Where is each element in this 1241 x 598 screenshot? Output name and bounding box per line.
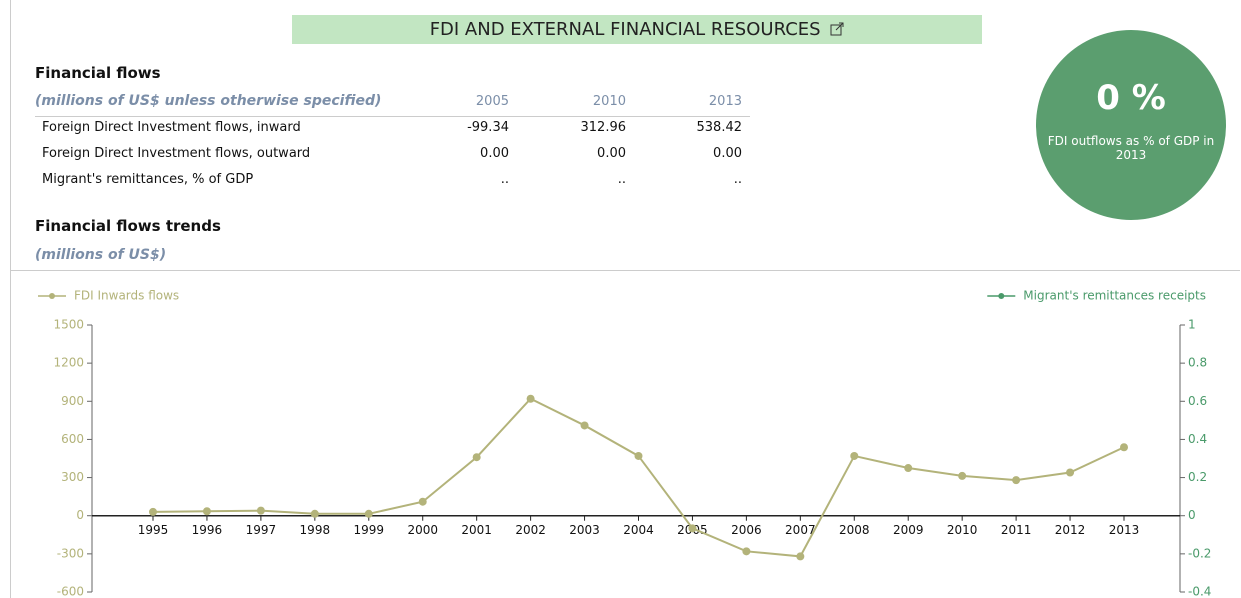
data-point xyxy=(634,451,643,460)
data-point xyxy=(149,507,157,516)
data-point xyxy=(526,394,535,403)
column-header: 2010 xyxy=(592,94,626,109)
x-tick-label: 1998 xyxy=(300,523,331,537)
cell-value: .. xyxy=(617,172,626,187)
y-tick-label: -300 xyxy=(57,546,84,560)
badge-caption: FDI outflows as % of GDP in 2013 xyxy=(1047,134,1215,162)
table-title: Financial flows xyxy=(35,64,161,82)
data-point xyxy=(688,524,697,533)
column-header: 2013 xyxy=(708,94,742,109)
x-tick-label: 2000 xyxy=(407,523,438,537)
legend-marker xyxy=(998,293,1005,299)
external-link-icon[interactable] xyxy=(830,22,844,36)
legend-label: FDI Inwards flows xyxy=(74,289,179,303)
cell-value: .. xyxy=(500,172,509,187)
x-tick-label: 2009 xyxy=(893,523,924,537)
x-tick-label: 2012 xyxy=(1055,523,1086,537)
data-point xyxy=(418,497,427,506)
y-tick-label: -600 xyxy=(57,585,84,598)
y-tick-label: 1500 xyxy=(53,318,84,332)
y2-tick-label: 0.6 xyxy=(1188,394,1207,408)
x-tick-label: 2001 xyxy=(461,523,492,537)
data-point xyxy=(1066,468,1075,477)
x-tick-label: 2002 xyxy=(515,523,546,537)
row-label: Foreign Direct Investment flows, inward xyxy=(42,120,301,135)
data-point xyxy=(472,453,481,462)
badge: 0 % FDI outflows as % of GDP in 2013 xyxy=(1036,30,1226,220)
x-tick-label: 2013 xyxy=(1109,523,1140,537)
trends-rule xyxy=(10,270,1240,271)
data-point xyxy=(580,421,589,430)
y-tick-label: 900 xyxy=(61,394,84,408)
y2-tick-label: 1 xyxy=(1188,318,1196,332)
cell-value: 0.00 xyxy=(480,146,509,161)
x-tick-label: 1995 xyxy=(138,523,169,537)
x-tick-label: 2004 xyxy=(623,523,654,537)
data-point xyxy=(958,471,967,480)
x-tick-label: 2011 xyxy=(1001,523,1032,537)
data-point xyxy=(796,552,805,561)
y-tick-label: 600 xyxy=(61,432,84,446)
x-tick-label: 1996 xyxy=(192,523,223,537)
y2-tick-label: -0.2 xyxy=(1188,546,1211,560)
y2-tick-label: 0 xyxy=(1188,508,1196,522)
trends-title: Financial flows trends xyxy=(35,217,221,235)
column-header: 2005 xyxy=(475,94,509,109)
x-tick-label: 1999 xyxy=(354,523,385,537)
x-tick-label: 2010 xyxy=(947,523,978,537)
cell-value: .. xyxy=(733,172,742,187)
data-point xyxy=(1012,476,1021,485)
y2-tick-label: 0.2 xyxy=(1188,470,1207,484)
data-point xyxy=(850,451,859,460)
data-point xyxy=(904,464,913,473)
data-point xyxy=(256,506,265,515)
data-point xyxy=(742,547,751,556)
data-point xyxy=(1120,443,1128,452)
x-tick-label: 2006 xyxy=(731,523,762,537)
row-label: Foreign Direct Investment flows, outward xyxy=(42,146,311,161)
section-title: FDI AND EXTERNAL FINANCIAL RESOURCES xyxy=(292,15,982,44)
x-tick-label: 2007 xyxy=(785,523,816,537)
cell-value: 0.00 xyxy=(713,146,742,161)
cell-value: 538.42 xyxy=(696,120,743,135)
header-rule xyxy=(35,116,750,117)
y-tick-label: 1200 xyxy=(53,356,84,370)
cell-value: 312.96 xyxy=(580,120,627,135)
trends-unit: (millions of US$) xyxy=(35,247,167,263)
cell-value: 0.00 xyxy=(597,146,626,161)
title-text: FDI AND EXTERNAL FINANCIAL RESOURCES xyxy=(429,19,821,40)
legend-label: Migrant's remittances receipts xyxy=(1023,289,1206,303)
cell-value: -99.34 xyxy=(467,120,509,135)
y-tick-label: 0 xyxy=(76,508,84,522)
table-unit: (millions of US$ unless otherwise specif… xyxy=(35,93,382,109)
left-border xyxy=(10,0,11,598)
x-tick-label: 1997 xyxy=(246,523,277,537)
data-point xyxy=(202,507,211,516)
y2-tick-label: 0.8 xyxy=(1188,356,1207,370)
y-tick-label: 300 xyxy=(61,470,84,484)
y2-tick-label: 0.4 xyxy=(1188,432,1207,446)
x-tick-label: 2003 xyxy=(569,523,600,537)
y2-tick-label: -0.4 xyxy=(1188,585,1211,598)
badge-value: 0 % xyxy=(1096,78,1166,118)
row-label: Migrant's remittances, % of GDP xyxy=(42,172,254,187)
data-point xyxy=(310,509,319,518)
legend-marker xyxy=(49,293,55,299)
x-tick-label: 2008 xyxy=(839,523,870,537)
data-point xyxy=(364,509,373,518)
